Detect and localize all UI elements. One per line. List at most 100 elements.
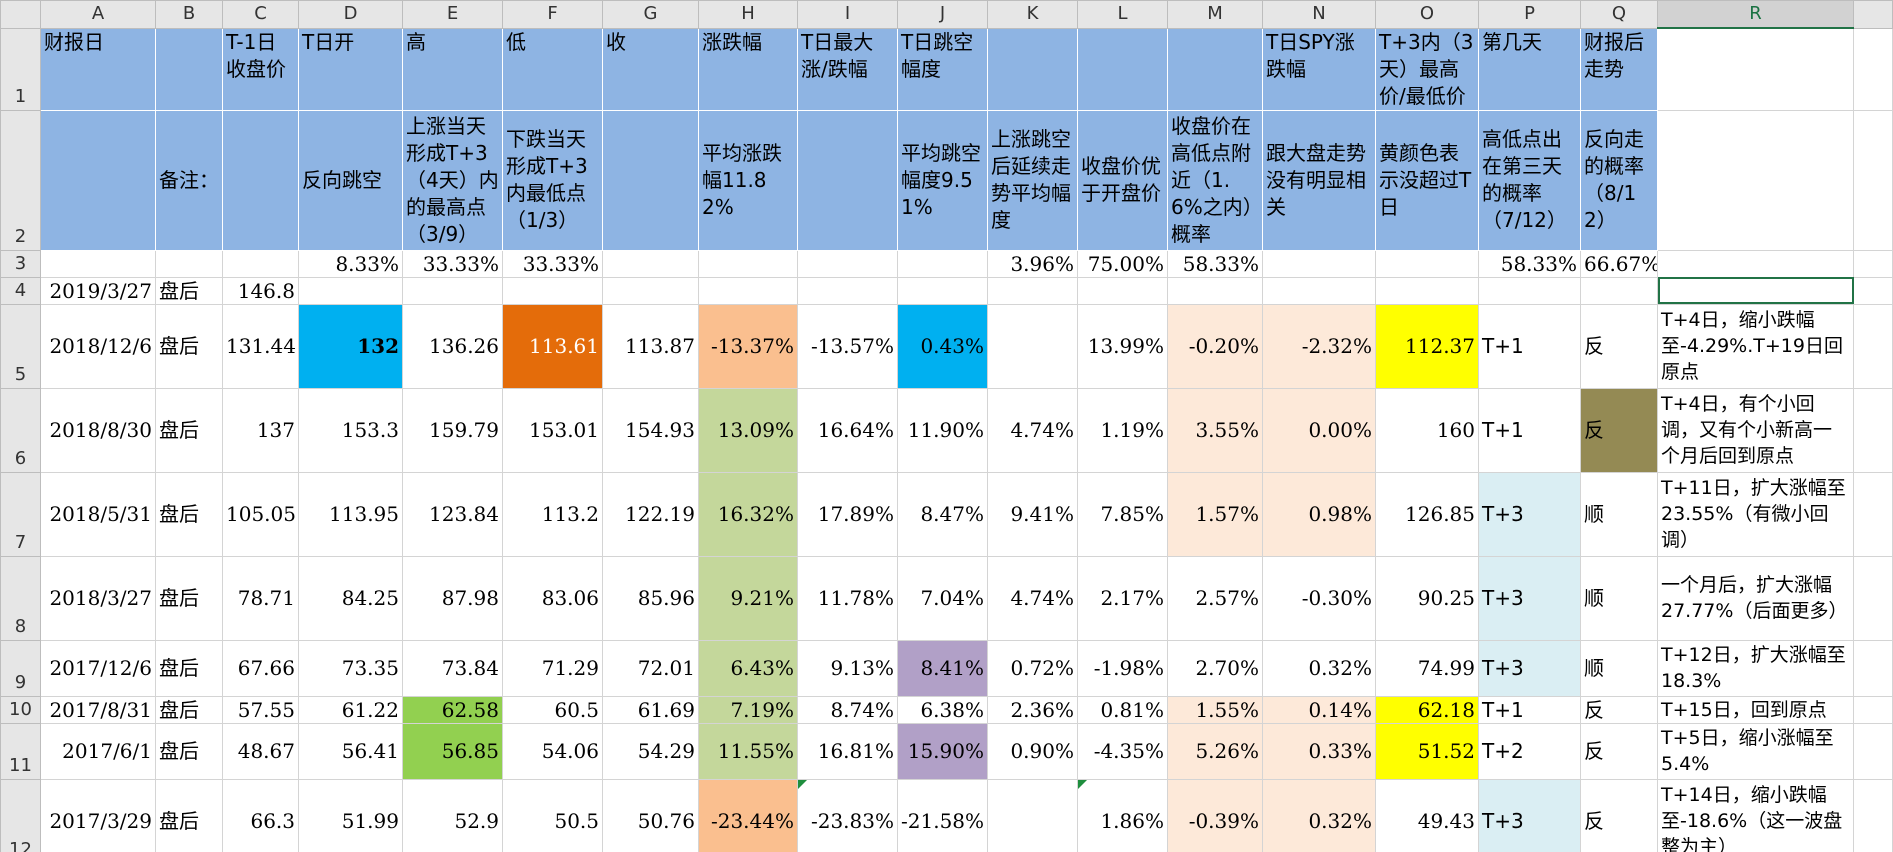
empty-cell[interactable] <box>1853 387 1893 473</box>
column-header-q[interactable]: Q <box>1580 0 1658 29</box>
cell-o8[interactable]: 90.25 <box>1375 555 1479 641</box>
cell-h8[interactable]: 9.21% <box>698 555 798 641</box>
cell-j7[interactable]: 8.47% <box>897 471 988 557</box>
cell-d5[interactable]: 132 <box>298 303 403 389</box>
cell-j5[interactable]: 0.43% <box>897 303 988 389</box>
cell-e5[interactable]: 136.26 <box>402 303 503 389</box>
row-header-10[interactable]: 10 <box>0 695 41 724</box>
cell-l12[interactable]: 1.86% <box>1077 778 1168 852</box>
cell-j11[interactable]: 15.90% <box>897 722 988 780</box>
cell-h9[interactable]: 6.43% <box>698 639 798 697</box>
header-cell-f2[interactable]: 下跌当天形成T+3内最低点（1/3） <box>502 109 603 251</box>
cell-g12[interactable]: 50.76 <box>602 778 699 852</box>
cell-o12[interactable]: 49.43 <box>1375 778 1479 852</box>
cell-c12[interactable]: 66.3 <box>222 778 299 852</box>
cell-f7[interactable]: 113.2 <box>502 471 603 557</box>
cell-a6[interactable]: 2018/8/30 <box>40 387 156 473</box>
column-header-p[interactable]: P <box>1478 0 1581 29</box>
select-all-corner[interactable] <box>0 0 41 29</box>
cell-d10[interactable]: 61.22 <box>298 695 403 724</box>
cell-n10[interactable]: 0.14% <box>1262 695 1376 724</box>
cell-n7[interactable]: 0.98% <box>1262 471 1376 557</box>
cell-o11[interactable]: 51.52 <box>1375 722 1479 780</box>
cell-a9[interactable]: 2017/12/6 <box>40 639 156 697</box>
cell-i12[interactable]: -23.83% <box>797 778 898 852</box>
empty-cell[interactable] <box>1853 695 1893 724</box>
header-cell-q2[interactable]: 反向走的概率（8/12） <box>1580 109 1658 251</box>
cell-a8[interactable]: 2018/3/27 <box>40 555 156 641</box>
column-header-g[interactable]: G <box>602 0 699 29</box>
cell-r3[interactable] <box>1657 249 1854 278</box>
cell-c11[interactable]: 48.67 <box>222 722 299 780</box>
cell-g5[interactable]: 113.87 <box>602 303 699 389</box>
cell-q3[interactable]: 66.67% <box>1580 249 1658 278</box>
cell-n5[interactable]: -2.32% <box>1262 303 1376 389</box>
cell-b8[interactable]: 盘后 <box>155 555 223 641</box>
header-cell-n2[interactable]: 跟大盘走势没有明显相关 <box>1262 109 1376 251</box>
cell-h6[interactable]: 13.09% <box>698 387 798 473</box>
cell-k8[interactable]: 4.74% <box>987 555 1078 641</box>
empty-cell[interactable] <box>1853 722 1893 780</box>
cell-h12[interactable]: -23.44% <box>698 778 798 852</box>
cell-g3[interactable] <box>602 249 699 278</box>
cell-d12[interactable]: 51.99 <box>298 778 403 852</box>
cell-j3[interactable] <box>897 249 988 278</box>
cell-m5[interactable]: -0.20% <box>1167 303 1263 389</box>
cell-h11[interactable]: 11.55% <box>698 722 798 780</box>
cell-c8[interactable]: 78.71 <box>222 555 299 641</box>
cell-g11[interactable]: 54.29 <box>602 722 699 780</box>
header-cell-k1[interactable] <box>987 27 1078 111</box>
cell-b11[interactable]: 盘后 <box>155 722 223 780</box>
header-cell-d1[interactable]: T日开 <box>298 27 403 111</box>
cell-b7[interactable]: 盘后 <box>155 471 223 557</box>
cell-i11[interactable]: 16.81% <box>797 722 898 780</box>
cell-b9[interactable]: 盘后 <box>155 639 223 697</box>
cell-o5[interactable]: 112.37 <box>1375 303 1479 389</box>
header-cell-l1[interactable] <box>1077 27 1168 111</box>
cell-e7[interactable]: 123.84 <box>402 471 503 557</box>
cell-p11[interactable]: T+2 <box>1478 722 1581 780</box>
cell-p5[interactable]: T+1 <box>1478 303 1581 389</box>
empty-cell[interactable] <box>1853 109 1893 251</box>
cell-m9[interactable]: 2.70% <box>1167 639 1263 697</box>
cell-n3[interactable] <box>1262 249 1376 278</box>
cell-l10[interactable]: 0.81% <box>1077 695 1168 724</box>
cell-o4[interactable] <box>1375 276 1479 305</box>
cell-m8[interactable]: 2.57% <box>1167 555 1263 641</box>
cell-q4[interactable] <box>1580 276 1658 305</box>
column-header-m[interactable]: M <box>1167 0 1263 29</box>
cell-m4[interactable] <box>1167 276 1263 305</box>
cell-b5[interactable]: 盘后 <box>155 303 223 389</box>
header-cell-o1[interactable]: T+3内（3天）最高价/最低价 <box>1375 27 1479 111</box>
cell-e9[interactable]: 73.84 <box>402 639 503 697</box>
cell-i6[interactable]: 16.64% <box>797 387 898 473</box>
cell-a5[interactable]: 2018/12/6 <box>40 303 156 389</box>
empty-cell[interactable] <box>1853 778 1893 852</box>
cell-n12[interactable]: 0.32% <box>1262 778 1376 852</box>
cell-k4[interactable] <box>987 276 1078 305</box>
header-cell-g2[interactable] <box>602 109 699 251</box>
cell-h4[interactable] <box>698 276 798 305</box>
cell-c9[interactable]: 67.66 <box>222 639 299 697</box>
header-cell-n1[interactable]: T日SPY涨跌幅 <box>1262 27 1376 111</box>
row-header-12[interactable]: 12 <box>0 778 41 852</box>
cell-m3[interactable]: 58.33% <box>1167 249 1263 278</box>
cell-q5[interactable]: 反 <box>1580 303 1658 389</box>
cell-n6[interactable]: 0.00% <box>1262 387 1376 473</box>
header-cell-h2[interactable]: 平均涨跌幅11.82% <box>698 109 798 251</box>
header-cell-c2[interactable] <box>222 109 299 251</box>
row-header-4[interactable]: 4 <box>0 276 41 305</box>
cell-d7[interactable]: 113.95 <box>298 471 403 557</box>
cell-n11[interactable]: 0.33% <box>1262 722 1376 780</box>
header-cell-a2[interactable] <box>40 109 156 251</box>
cell-k6[interactable]: 4.74% <box>987 387 1078 473</box>
cell-f12[interactable]: 50.5 <box>502 778 603 852</box>
cell-r5[interactable]: T+4日，缩小跌幅至-4.29%.T+19日回原点 <box>1657 303 1854 389</box>
cell-m11[interactable]: 5.26% <box>1167 722 1263 780</box>
cell-m6[interactable]: 3.55% <box>1167 387 1263 473</box>
cell-r8[interactable]: 一个月后，扩大涨幅27.77%（后面更多） <box>1657 555 1854 641</box>
cell-o10[interactable]: 62.18 <box>1375 695 1479 724</box>
cell-q12[interactable]: 反 <box>1580 778 1658 852</box>
cell-e6[interactable]: 159.79 <box>402 387 503 473</box>
